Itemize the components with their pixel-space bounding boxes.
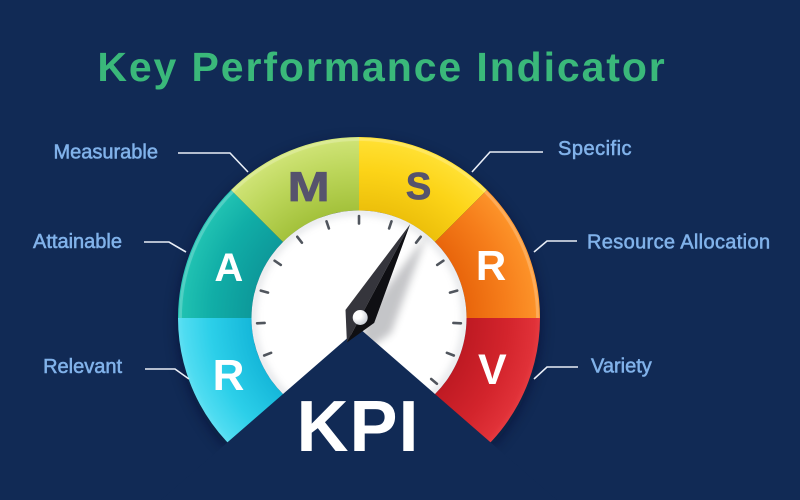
svg-text:Resource Allocation: Resource Allocation: [587, 232, 770, 254]
svg-text:V: V: [478, 346, 507, 394]
svg-text:R: R: [213, 351, 245, 400]
svg-text:Specific: Specific: [558, 138, 632, 160]
svg-text:M: M: [288, 163, 330, 210]
svg-text:Measurable: Measurable: [53, 142, 158, 164]
svg-text:A: A: [214, 246, 243, 290]
svg-text:S: S: [406, 166, 431, 208]
svg-text:KPI: KPI: [296, 387, 419, 467]
svg-text:Variety: Variety: [591, 356, 652, 378]
svg-text:Attainable: Attainable: [33, 231, 122, 253]
svg-text:Key Performance Indicator: Key Performance Indicator: [97, 44, 666, 90]
svg-text:R: R: [476, 242, 506, 289]
svg-text:Relevant: Relevant: [43, 356, 122, 378]
